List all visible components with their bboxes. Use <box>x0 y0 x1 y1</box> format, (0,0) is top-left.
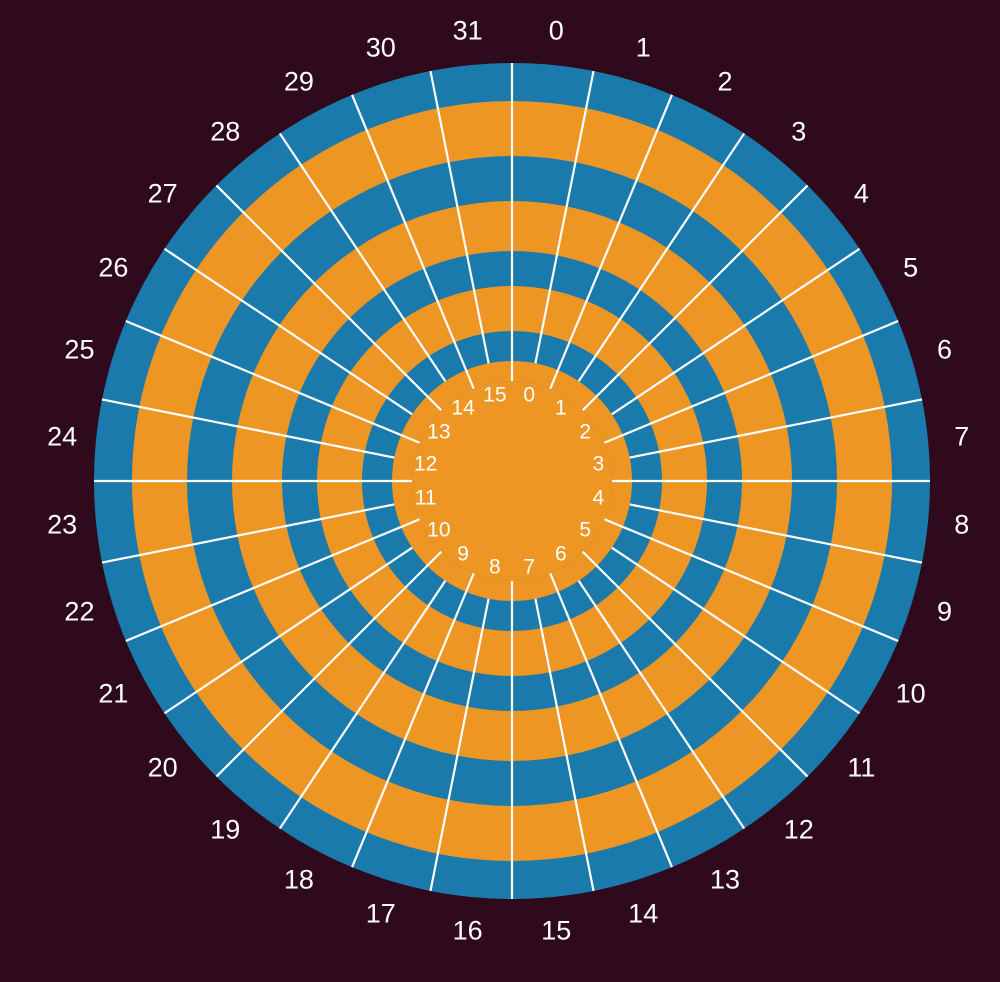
outer-sector-label-6: 6 <box>937 334 953 365</box>
spokes-layer <box>94 63 930 899</box>
inner-spoke <box>465 572 475 593</box>
outer-spoke <box>125 320 402 437</box>
inner-sector-label-15: 15 <box>483 383 507 407</box>
outer-spoke <box>101 503 395 564</box>
inner-sector-label-7: 7 <box>523 555 535 579</box>
outer-spoke <box>215 565 428 778</box>
outer-spoke <box>125 525 402 642</box>
outer-spoke <box>351 94 468 371</box>
outer-sector-label-26: 26 <box>98 252 129 283</box>
inner-sector-label-1: 1 <box>555 396 567 420</box>
inner-sector-label-6: 6 <box>555 542 567 566</box>
inner-sector-label-13: 13 <box>427 420 451 444</box>
outer-sector-label-21: 21 <box>98 678 129 709</box>
outer-sector-label-5: 5 <box>903 252 919 283</box>
inner-spoke <box>603 434 624 444</box>
inner-spoke <box>603 518 624 528</box>
outer-spoke <box>429 598 490 892</box>
inner-sector-label-10: 10 <box>427 518 451 542</box>
inner-sector-label-4: 4 <box>592 486 605 510</box>
inner-sector-label-9: 9 <box>457 542 469 566</box>
outer-spoke <box>101 398 395 459</box>
outer-spoke <box>215 184 428 397</box>
outer-sector-label-25: 25 <box>64 334 95 365</box>
inner-sector-label-5: 5 <box>579 518 591 542</box>
outer-sector-label-4: 4 <box>853 178 869 209</box>
outer-sector-label-19: 19 <box>210 814 241 845</box>
inner-sector-label-2: 2 <box>579 420 591 444</box>
outer-spoke <box>278 132 447 382</box>
outer-sector-label-7: 7 <box>954 421 970 452</box>
outer-sector-label-29: 29 <box>283 66 314 97</box>
inner-spoke <box>465 369 475 390</box>
outer-sector-label-27: 27 <box>147 178 178 209</box>
outer-spoke <box>622 320 899 437</box>
outer-spoke <box>534 70 595 364</box>
outer-sector-label-17: 17 <box>365 898 396 929</box>
inner-sector-label-0: 0 <box>523 383 535 407</box>
outer-spoke <box>429 70 490 364</box>
outer-sector-label-9: 9 <box>937 596 953 627</box>
outer-sector-label-12: 12 <box>783 814 814 845</box>
inner-spoke <box>549 369 559 390</box>
outer-sector-label-31: 31 <box>452 15 483 46</box>
inner-spoke <box>426 395 443 412</box>
outer-spoke <box>534 598 595 892</box>
inner-spoke <box>581 550 598 567</box>
outer-sector-label-1: 1 <box>635 32 651 63</box>
inner-sector-label-11: 11 <box>414 486 437 510</box>
outer-spoke <box>577 580 746 830</box>
outer-sector-label-28: 28 <box>210 116 241 147</box>
outer-sector-label-16: 16 <box>452 915 483 946</box>
inner-sector-label-3: 3 <box>592 452 605 476</box>
outer-sector-label-11: 11 <box>847 752 876 783</box>
outer-sector-label-18: 18 <box>283 864 314 895</box>
inner-spoke <box>549 572 559 593</box>
inner-spoke <box>581 395 598 412</box>
outer-spoke <box>596 565 809 778</box>
outer-spoke <box>278 580 447 830</box>
inner-spoke <box>400 434 421 444</box>
outer-spoke <box>163 247 413 416</box>
outer-spoke <box>577 132 746 382</box>
outer-sector-label-30: 30 <box>365 32 396 63</box>
inner-sector-label-14: 14 <box>451 396 475 420</box>
inner-sector-label-8: 8 <box>488 555 501 579</box>
outer-sector-label-13: 13 <box>710 864 741 895</box>
outer-sector-label-8: 8 <box>954 509 970 540</box>
outer-sector-label-3: 3 <box>791 116 807 147</box>
outer-sector-label-22: 22 <box>64 596 95 627</box>
inner-sector-label-12: 12 <box>414 452 438 476</box>
outer-sector-label-10: 10 <box>895 678 926 709</box>
outer-sector-label-20: 20 <box>147 752 178 783</box>
outer-sector-label-24: 24 <box>47 421 78 452</box>
outer-spoke <box>596 184 809 397</box>
outer-spoke <box>351 591 468 868</box>
outer-sector-label-2: 2 <box>717 66 733 97</box>
outer-spoke <box>611 247 861 416</box>
outer-sector-label-0: 0 <box>548 15 564 46</box>
outer-sector-label-15: 15 <box>541 915 572 946</box>
inner-spoke <box>400 518 421 528</box>
outer-spoke <box>629 503 923 564</box>
outer-spoke <box>622 525 899 642</box>
outer-spoke <box>556 591 673 868</box>
outer-sector-label-14: 14 <box>628 898 659 929</box>
inner-spoke <box>426 550 443 567</box>
outer-spoke <box>556 94 673 371</box>
center-core <box>412 381 612 581</box>
outer-spoke <box>629 398 923 459</box>
outer-spoke <box>611 546 861 715</box>
outer-sector-label-23: 23 <box>47 509 78 540</box>
outer-spoke <box>163 546 413 715</box>
